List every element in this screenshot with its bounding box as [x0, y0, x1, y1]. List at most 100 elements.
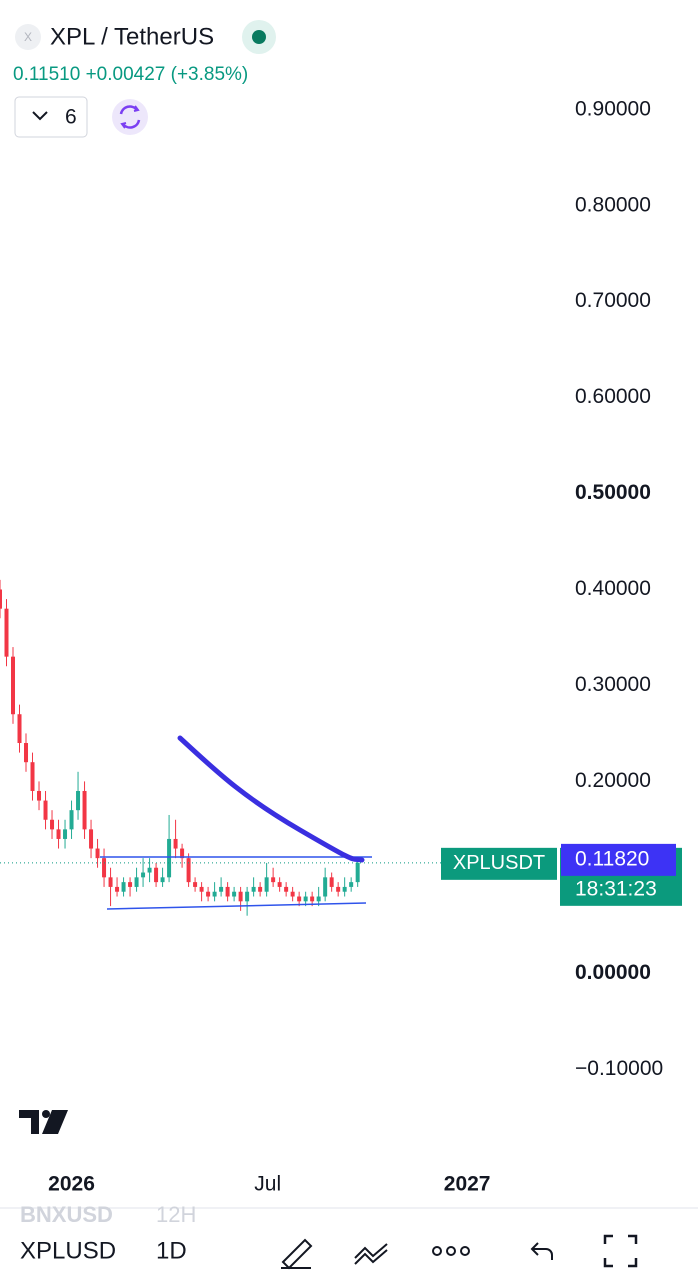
- candle-body: [245, 891, 250, 902]
- current-symbol[interactable]: XPLUSD: [20, 1237, 116, 1264]
- y-tick-label: 0.80000: [575, 193, 651, 216]
- candle-body: [284, 886, 289, 892]
- candle-body: [30, 762, 35, 791]
- candle-body: [329, 877, 334, 887]
- undo-button[interactable]: [530, 1242, 553, 1260]
- y-tick-label: 0.60000: [575, 385, 651, 408]
- price-line: 0.11510 +0.00427 (+3.85%): [13, 64, 248, 85]
- candle-body: [173, 838, 178, 849]
- x-tick-label: Jul: [254, 1173, 281, 1196]
- trend-tool[interactable]: [354, 1243, 388, 1265]
- candle-body: [56, 829, 61, 839]
- symbol-title[interactable]: XPL / TetherUS: [50, 23, 214, 50]
- symbol-label-box: [441, 847, 557, 880]
- candle-body: [323, 877, 328, 897]
- candle-body: [121, 882, 126, 892]
- candle-body: [11, 656, 16, 715]
- candle-body: [167, 838, 172, 878]
- y-tick-label: 0.20000: [575, 769, 651, 792]
- watch-interval[interactable]: 12H: [156, 1202, 196, 1227]
- candle-body: [297, 896, 302, 902]
- candle-body: [37, 790, 42, 801]
- layout-count: 6: [65, 106, 77, 129]
- chevron: [32, 111, 48, 121]
- candle-body: [95, 848, 100, 859]
- candle-body: [0, 589, 2, 609]
- tv-logo-dot: [42, 1110, 50, 1118]
- candle-body: [186, 858, 191, 883]
- candle-body: [277, 882, 282, 887]
- sync-arrows: [120, 105, 140, 129]
- y-tick-label: 0.50000: [575, 481, 651, 504]
- candle-body: [212, 891, 217, 897]
- candle-body: [303, 896, 308, 902]
- candle-body: [264, 877, 269, 892]
- y-tick-label: 0.70000: [575, 289, 651, 312]
- candle-body: [108, 877, 113, 887]
- candle-body: [17, 714, 22, 744]
- sync-icon: [119, 105, 141, 129]
- candle-body: [141, 872, 146, 878]
- price: 0.11510: [13, 64, 80, 85]
- layout-selector[interactable]: [14, 96, 88, 138]
- candle-body: [50, 819, 55, 830]
- more-button[interactable]: [432, 1246, 470, 1256]
- candle-body: [24, 743, 29, 763]
- candle-body: [271, 877, 276, 883]
- candle-body: [89, 829, 94, 849]
- candle-body: [82, 790, 87, 830]
- change-percent: (+3.85%): [171, 64, 249, 85]
- candle-body: [69, 810, 74, 830]
- candle-body: [336, 886, 341, 892]
- draw-tool[interactable]: [281, 1238, 313, 1270]
- y-tick-label: −0.10000: [575, 1057, 663, 1080]
- candle-body: [206, 891, 211, 897]
- candle-body: [199, 886, 204, 892]
- candle-body: [102, 858, 107, 878]
- candle-body: [147, 867, 152, 873]
- candle-body: [355, 862, 360, 883]
- candle-body: [134, 877, 139, 887]
- alert-price-label: 0.11820: [575, 847, 649, 870]
- current-interval[interactable]: 1D: [156, 1237, 187, 1264]
- market-status-dot: [252, 30, 266, 44]
- x-tick-label: 2026: [48, 1173, 95, 1196]
- candle-body: [160, 877, 165, 883]
- change: +0.00427: [86, 64, 166, 85]
- candle-body: [43, 800, 48, 820]
- candle-body: [193, 882, 198, 887]
- candle-body: [238, 891, 243, 902]
- sync-button[interactable]: [112, 99, 148, 135]
- tv-logo: [19, 1110, 68, 1134]
- y-tick-label: 0.30000: [575, 673, 651, 696]
- candle-body: [154, 867, 159, 883]
- candle-body: [316, 896, 321, 902]
- x-tick-label: 2027: [444, 1173, 491, 1196]
- y-tick-label: 0.90000: [575, 97, 651, 120]
- watch-symbol[interactable]: BNXUSD: [20, 1202, 113, 1227]
- close-icon: X: [24, 30, 32, 44]
- candle-body: [290, 891, 295, 897]
- alert-price-box: [561, 843, 676, 876]
- candle-body: [128, 882, 133, 887]
- symbol-label: XPLUSDT: [453, 852, 545, 874]
- candle-body: [310, 896, 315, 902]
- candle-body: [180, 848, 185, 859]
- countdown: 18:31:23: [575, 877, 657, 900]
- y-tick-label: 0.00000: [575, 961, 651, 984]
- candle-body: [76, 790, 81, 811]
- drawing-trend-line[interactable]: [106, 902, 367, 910]
- y-tick-label: 0.40000: [575, 577, 651, 600]
- candle-body: [342, 886, 347, 892]
- candle-body: [4, 608, 9, 657]
- candle-body: [251, 886, 256, 892]
- candle-body: [232, 891, 237, 897]
- fullscreen-button[interactable]: [603, 1234, 638, 1268]
- close-symbol-button[interactable]: [15, 24, 41, 50]
- candle-body: [225, 886, 230, 897]
- drawing-curve[interactable]: [177, 735, 365, 863]
- candle-body: [349, 882, 354, 887]
- plot: 0.90000 0.80000 0.70000 0.60000 0.50000 0.400…: [0, 97, 663, 1196]
- candle-body: [219, 886, 224, 892]
